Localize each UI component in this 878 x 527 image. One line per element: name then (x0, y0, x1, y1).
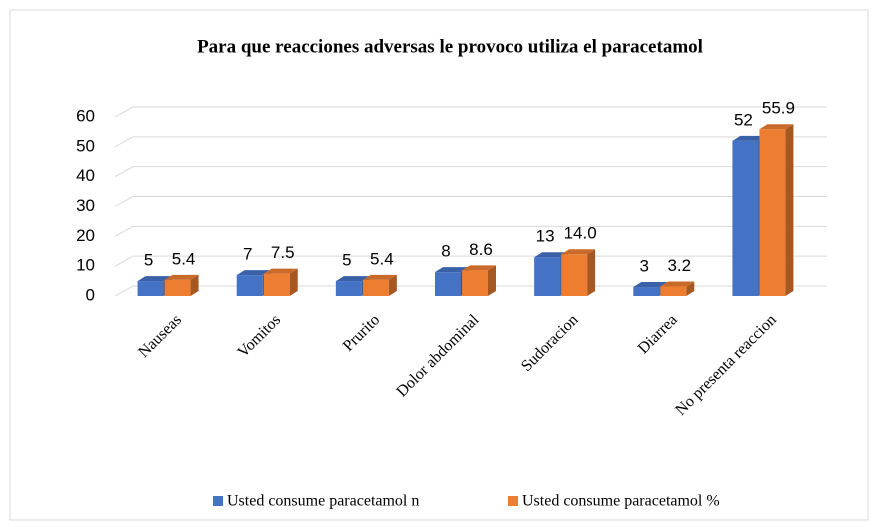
bar-front (732, 140, 759, 296)
bar (362, 274, 397, 296)
bar-side (388, 274, 397, 296)
bar-side (190, 274, 199, 296)
bar (759, 124, 794, 297)
bar-front (164, 279, 191, 296)
bar-top (263, 268, 298, 274)
grid-line (114, 255, 827, 267)
bar-front (561, 254, 588, 296)
data-label: 3.2 (667, 256, 691, 275)
bar-front (462, 270, 488, 296)
bar-top (561, 249, 596, 255)
bar-front (137, 281, 164, 296)
bar-top (236, 270, 271, 276)
bar-front (362, 279, 389, 296)
bar-side (587, 249, 596, 296)
data-label: 8.6 (469, 240, 493, 259)
grid-line (114, 196, 827, 207)
bar-top (435, 267, 469, 273)
bar-front (633, 287, 660, 296)
chart-border (9, 9, 869, 521)
data-label: 5 (144, 251, 153, 270)
y-tick-label: 0 (86, 285, 95, 304)
bar-top (660, 281, 695, 287)
bar-side (686, 281, 695, 296)
legend-label: Usted consume paracetamol n (227, 493, 419, 510)
bar-top (759, 124, 794, 130)
legend-swatch (213, 496, 223, 506)
bar-top (534, 252, 569, 258)
bar (561, 249, 596, 296)
bar-top (164, 274, 199, 280)
data-label: 5.4 (172, 249, 196, 268)
bar-top (732, 135, 767, 141)
grid-line (114, 136, 827, 148)
data-label: 5.4 (370, 249, 394, 268)
grid-line (114, 285, 827, 297)
bar-top (335, 276, 370, 282)
bar-side (289, 268, 298, 296)
data-label: 3 (640, 257, 649, 276)
y-tick-label: 40 (76, 166, 95, 185)
data-label: 13 (536, 227, 555, 246)
bar-top (462, 265, 496, 271)
grid-line (114, 225, 827, 237)
data-label: 8 (441, 242, 450, 261)
bar-front (660, 286, 687, 296)
legend-swatch (508, 496, 518, 506)
y-tick-label: 30 (76, 196, 95, 215)
bar-side (488, 265, 496, 296)
data-label: 7 (243, 245, 252, 264)
bar-front (335, 281, 362, 296)
bar (660, 281, 695, 296)
bar-front (435, 272, 461, 296)
y-tick-label: 60 (76, 106, 95, 125)
bar-top (137, 276, 172, 282)
bar-top (362, 274, 397, 280)
data-label: 5 (342, 251, 351, 270)
bar-front (263, 273, 290, 296)
bar (263, 268, 298, 296)
bar (462, 265, 496, 296)
data-label: 52 (734, 110, 753, 129)
y-tick-label: 50 (76, 136, 95, 155)
bar (164, 274, 199, 296)
data-label: 14.0 (564, 224, 597, 243)
grid-line (114, 166, 827, 178)
data-label: 55.9 (762, 99, 795, 118)
grid-line (114, 106, 827, 118)
y-tick-label: 20 (76, 226, 95, 245)
bar-front (534, 257, 561, 296)
chart-title: Para que reacciones adversas le provoco … (197, 36, 703, 57)
bar-front (236, 275, 263, 296)
bar-side (785, 124, 794, 297)
bar-front (759, 129, 786, 296)
data-label: 7.5 (271, 243, 295, 262)
y-tick-label: 10 (76, 256, 95, 275)
bar-top (633, 282, 668, 288)
legend-label: Usted consume paracetamol % (522, 493, 720, 510)
